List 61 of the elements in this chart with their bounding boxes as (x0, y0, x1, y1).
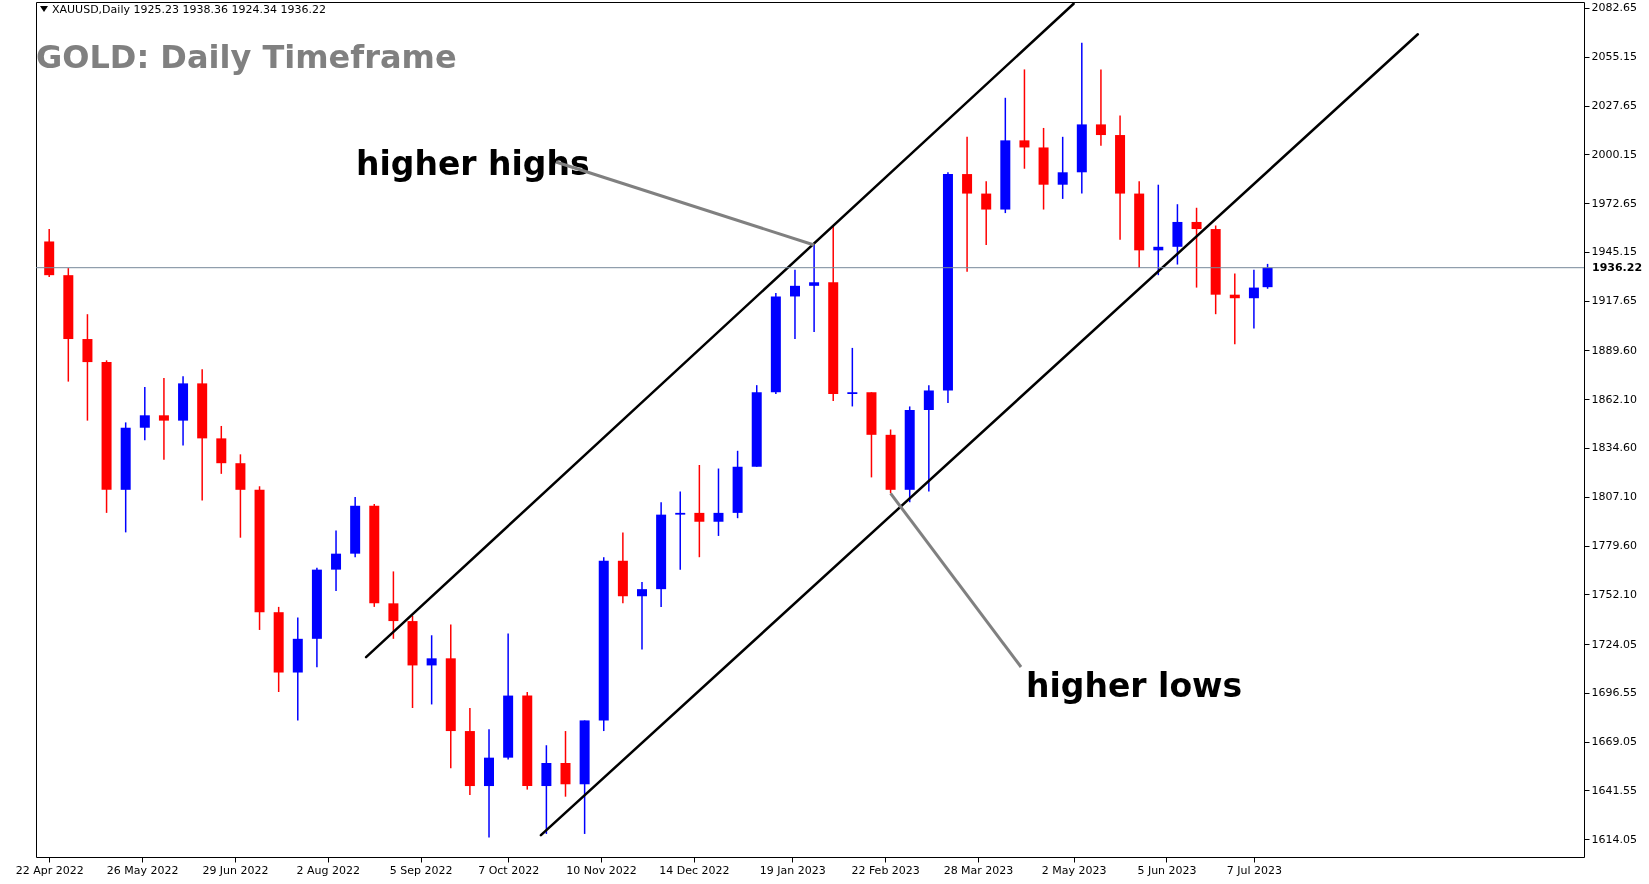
x-tick-label: 28 Mar 2023 (943, 863, 1014, 877)
candlestick (560, 730, 571, 798)
x-tick-label: 2 May 2023 (1041, 863, 1107, 877)
chart-subtitle: XAUUSD,Daily 1925.23 1938.36 1924.34 1936.22 (52, 3, 326, 16)
candlestick (1019, 68, 1030, 170)
ref-line-label: 1936.22 (1592, 260, 1643, 274)
y-tick-label: 1917.65 (1591, 294, 1637, 308)
candlestick (962, 136, 973, 273)
x-tick-label: 22 Apr 2022 (15, 863, 84, 877)
y-tick-label: 1724.05 (1591, 637, 1637, 651)
y-tick-label: 1779.60 (1591, 539, 1637, 553)
x-tick-label: 5 Sep 2022 (389, 863, 453, 877)
x-tick-label: 10 Nov 2022 (566, 863, 637, 877)
candlestick (809, 244, 820, 333)
candlestick (158, 377, 169, 461)
x-tick-label: 26 May 2022 (106, 863, 179, 877)
candlestick (675, 490, 686, 571)
y-tick-label: 1641.55 (1591, 783, 1637, 797)
x-tick-label: 19 Jan 2023 (759, 863, 826, 877)
candlestick (1095, 68, 1106, 147)
candlestick (331, 529, 342, 592)
y-tick-label: 2000.15 (1591, 147, 1637, 161)
candlestick (713, 467, 724, 537)
candlestick (1248, 269, 1259, 330)
x-tick-label: 5 Jun 2023 (1137, 863, 1197, 877)
y-tick-label: 1807.10 (1591, 490, 1637, 504)
candlestick (82, 313, 93, 422)
candlestick (1191, 207, 1202, 289)
x-tick-label: 14 Dec 2022 (659, 863, 730, 877)
candlestick (1262, 263, 1273, 290)
x-tick-label: 7 Oct 2022 (478, 863, 540, 877)
candlestick (541, 744, 552, 835)
candlestick (139, 386, 150, 441)
x-tick-label: 2 Aug 2022 (296, 863, 361, 877)
y-tick-label: 1669.05 (1591, 735, 1637, 749)
candlestick (1057, 136, 1068, 200)
y-tick-label: 1834.60 (1591, 441, 1637, 455)
candlestick (694, 464, 705, 558)
text: GOLD: Daily Timeframe (36, 38, 457, 76)
y-tick-label: 1614.05 (1591, 832, 1637, 846)
y-tick-label: 1696.55 (1591, 686, 1637, 700)
y-tick-label: 1945.15 (1591, 245, 1637, 259)
candlestick (981, 180, 992, 246)
annotation: higher highs (356, 144, 590, 183)
annotation: higher lows (1026, 666, 1243, 705)
candlestick (636, 581, 647, 651)
y-tick-label: 1752.10 (1591, 587, 1637, 601)
y-tick-label: 1862.10 (1591, 392, 1637, 406)
y-tick-label: 1972.65 (1591, 196, 1637, 210)
x-tick-label: 29 Jun 2022 (202, 863, 269, 877)
candlestick (426, 634, 437, 706)
candlestick (388, 570, 399, 640)
candlestick (789, 269, 800, 340)
y-tick-label: 1889.60 (1591, 343, 1637, 357)
x-tick-label: 22 Feb 2023 (851, 863, 920, 877)
candlestick (847, 347, 858, 408)
x-tick-label: 7 Jul 2023 (1226, 863, 1283, 877)
y-tick-label: 2082.65 (1591, 1, 1637, 15)
candlestick (923, 384, 934, 493)
y-tick-label: 2055.15 (1591, 50, 1637, 64)
y-tick-label: 2027.65 (1591, 99, 1637, 112)
